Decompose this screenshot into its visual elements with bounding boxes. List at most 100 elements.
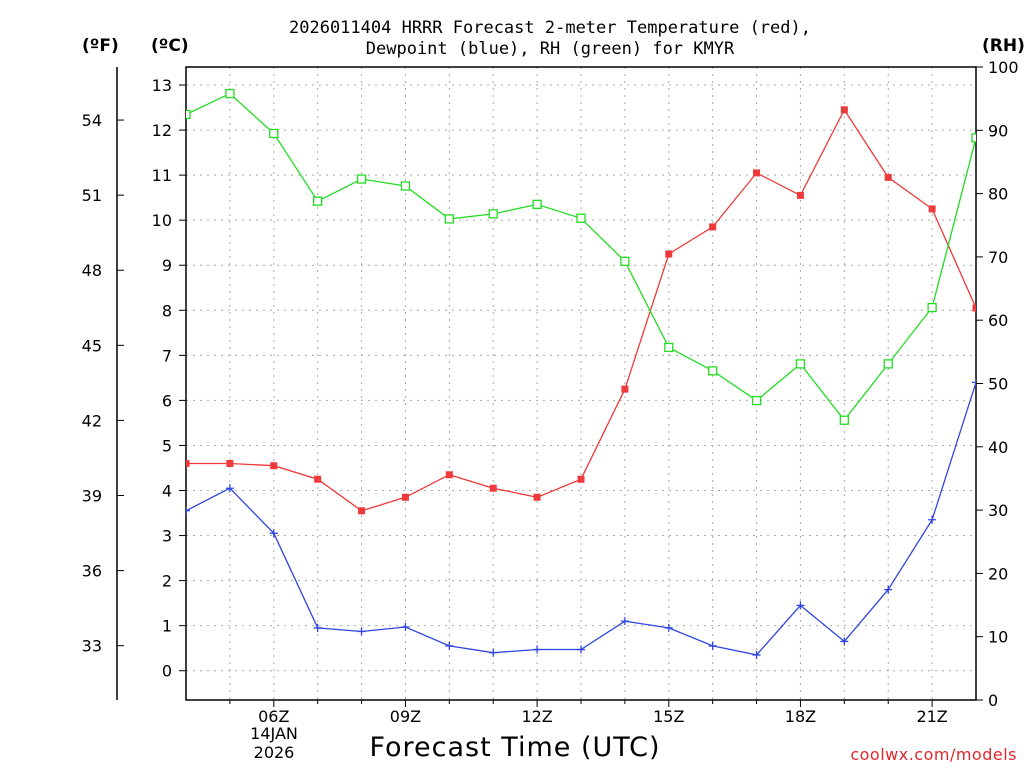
rh-tick-label: 60 [988, 311, 1008, 330]
rh-data-point [971, 133, 976, 143]
temperature-data-point [928, 205, 936, 213]
celsius-tick-label: 12 [152, 121, 172, 140]
x-tick-label: 09Z [390, 707, 421, 726]
temperature-data-point [401, 493, 409, 501]
rh-data-point [576, 213, 586, 223]
rh-data-point [444, 214, 454, 224]
fahrenheit-tick-label: 48 [82, 261, 102, 280]
rh-data-point [225, 88, 235, 99]
date-label-day: 14JAN [250, 724, 298, 743]
fahrenheit-tick-label: 39 [82, 487, 102, 506]
celsius-unit-label: (ºC) [151, 36, 189, 56]
rh-data-point [664, 342, 674, 353]
dewpoint-data-point [620, 617, 629, 626]
temperature-data-point [445, 471, 453, 479]
temperature-data-point [270, 462, 278, 470]
dewpoint-data-point [840, 637, 849, 646]
rh-tick-label: 50 [988, 375, 1008, 394]
x-tick-label: 18Z [785, 707, 816, 726]
temperature-data-point [709, 223, 717, 231]
rh-data-point [620, 256, 630, 266]
rh-tick-label: 10 [988, 628, 1008, 647]
fahrenheit-tick-label: 45 [82, 336, 102, 355]
celsius-tick-label: 2 [162, 572, 172, 591]
temperature-data-point [533, 493, 541, 501]
celsius-tick-label: 6 [162, 391, 172, 410]
celsius-tick-label: 9 [162, 256, 172, 275]
fahrenheit-tick-label: 33 [82, 637, 102, 656]
dewpoint-data-point [313, 623, 322, 632]
dewpoint-data-point [445, 641, 454, 650]
fahrenheit-tick-label: 42 [82, 411, 102, 430]
source-credit: coolwx.com/models [850, 745, 1017, 764]
dewpoint-data-point [928, 515, 937, 524]
dewpoint-data-point [752, 650, 761, 659]
celsius-tick-label: 7 [162, 346, 172, 365]
celsius-tick-label: 4 [162, 482, 172, 501]
celsius-tick-label: 0 [162, 662, 172, 681]
x-tick-label: 15Z [653, 707, 684, 726]
celsius-tick-label: 5 [162, 436, 172, 455]
celsius-tick-label: 1 [162, 617, 172, 636]
dewpoint-data-point [225, 484, 234, 493]
rh-tick-label: 100 [988, 58, 1019, 77]
rh-data-point [488, 209, 498, 219]
temperature-data-point [577, 475, 585, 483]
rh-data-point [927, 302, 937, 313]
dewpoint-data-point [708, 641, 717, 650]
rh-data-point [269, 128, 279, 139]
rh-tick-label: 30 [988, 501, 1008, 520]
rh-data-point [400, 181, 411, 191]
temperature-data-point [186, 459, 190, 467]
temperature-data-point [884, 173, 892, 181]
temperature-data-point [840, 106, 848, 114]
fahrenheit-tick-label: 36 [82, 562, 102, 581]
rh-data-point [186, 109, 191, 120]
rh-data-point [532, 199, 542, 210]
temperature-data-point [314, 475, 322, 483]
temperature-data-point [489, 484, 497, 492]
dewpoint-data-point [972, 378, 976, 387]
celsius-tick-label: 3 [162, 527, 172, 546]
temperature-data-point [665, 250, 673, 258]
temperature-data-point [753, 169, 761, 177]
dewpoint-data-point [269, 529, 278, 538]
celsius-tick-label: 8 [162, 301, 172, 320]
chart-title-line2: Dewpoint (blue), RH (green) for KMYR [365, 39, 735, 59]
date-label-year: 2026 [253, 743, 295, 762]
dewpoint-data-point [186, 506, 190, 515]
x-tick-label: 06Z [258, 707, 289, 726]
dewpoint-data-point [577, 645, 585, 654]
rh-tick-label: 20 [988, 564, 1008, 583]
dewpoint-data-point [401, 623, 410, 632]
dewpoint-data-point [664, 623, 673, 632]
rh-tick-label: 40 [988, 438, 1008, 457]
rh-tick-label: 80 [988, 185, 1008, 204]
fahrenheit-tick-label: 51 [82, 186, 102, 205]
rh-data-point [313, 196, 323, 206]
temperature-series-line [186, 108, 976, 512]
rh-data-point [751, 395, 762, 406]
temperature-data-point [796, 191, 804, 199]
temperature-data-point [621, 385, 629, 393]
x-tick-label: 12Z [521, 707, 552, 726]
rh-tick-label: 0 [988, 691, 998, 710]
fahrenheit-unit-label: (ºF) [82, 36, 119, 56]
celsius-tick-label: 13 [152, 76, 172, 95]
dewpoint-data-point [357, 627, 366, 636]
dewpoint-data-point [489, 648, 498, 657]
celsius-tick-label: 11 [152, 166, 172, 185]
rh-data-point [883, 359, 893, 369]
celsius-tick-label: 10 [152, 211, 172, 230]
x-tick-label: 21Z [916, 707, 947, 726]
temperature-data-point [358, 507, 366, 515]
date-label: 14JAN 2026 [238, 724, 310, 762]
rh-data-point [795, 359, 806, 369]
dewpoint-data-point [533, 645, 542, 654]
rh-data-point [356, 174, 367, 184]
chart-title-line1: 2026011404 HRRR Forecast 2-meter Tempera… [289, 18, 811, 38]
dewpoint-data-point [884, 585, 893, 594]
rh-tick-label: 90 [988, 121, 1008, 140]
chart-title: 2026011404 HRRR Forecast 2-meter Tempera… [230, 18, 870, 60]
